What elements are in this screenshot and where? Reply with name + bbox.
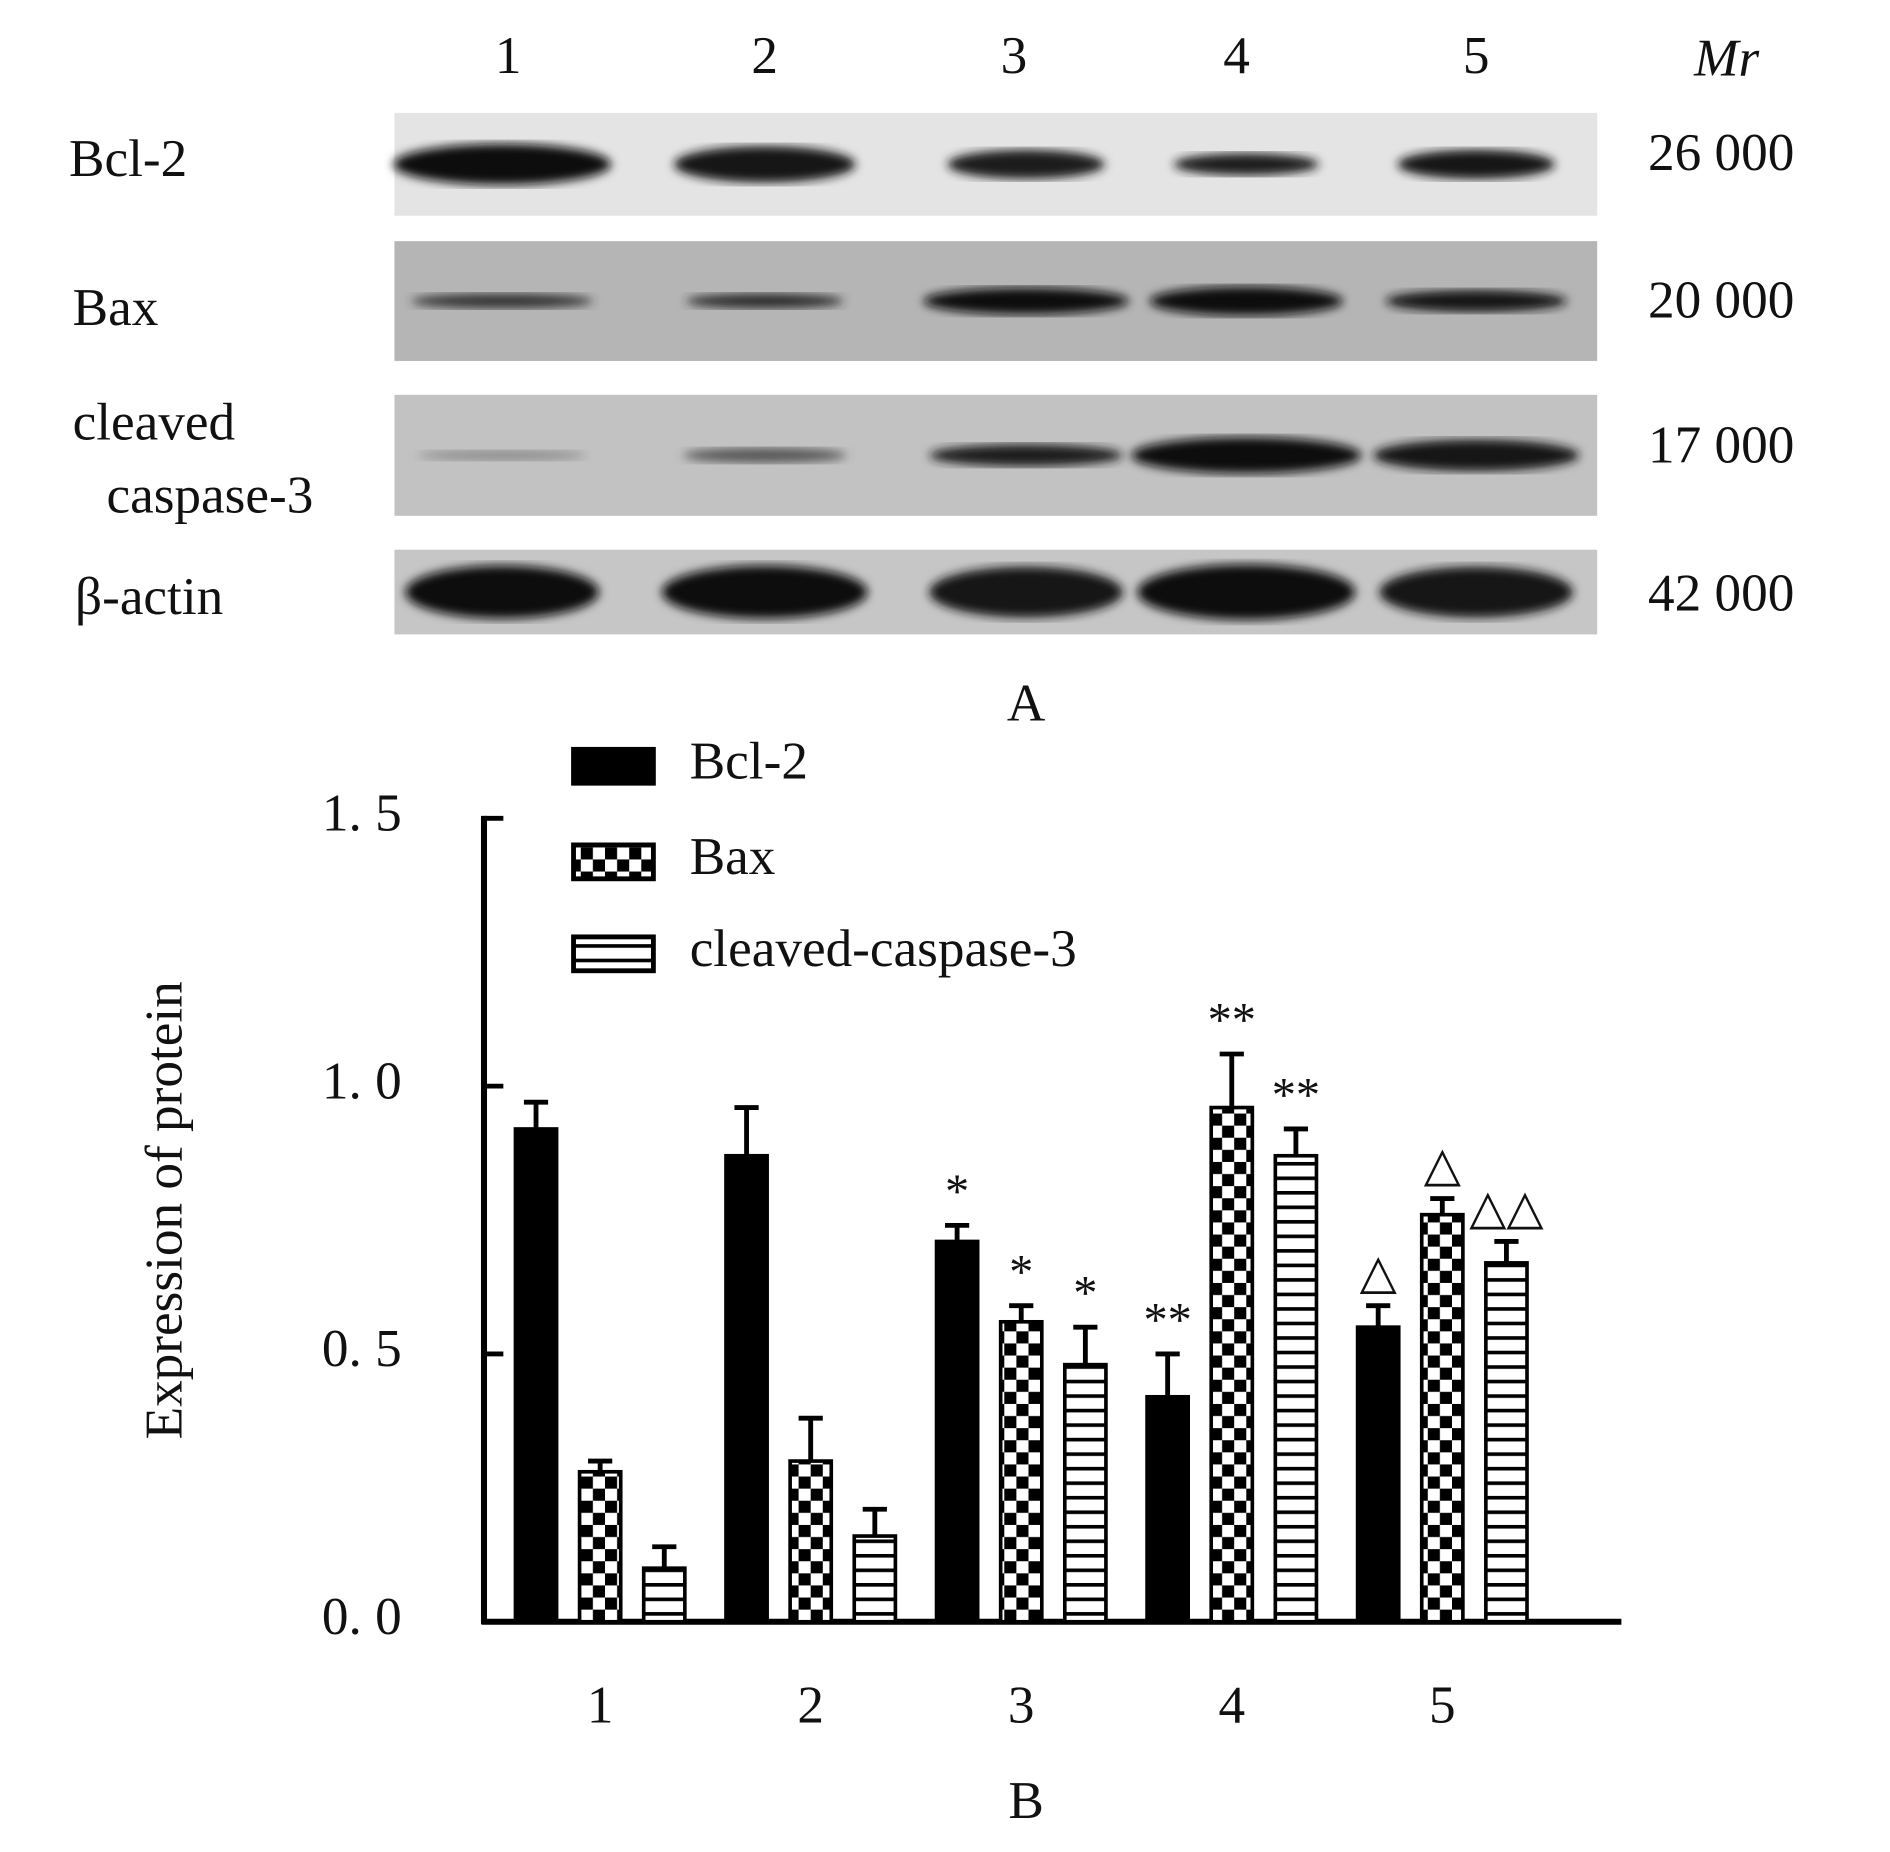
legend-label: Bcl-2 bbox=[690, 732, 808, 791]
y-tick-label: 0. 5 bbox=[322, 1319, 402, 1378]
y-axis-label: Expression of protein bbox=[135, 981, 194, 1439]
blot-band bbox=[1131, 437, 1362, 474]
blot-band bbox=[1379, 566, 1573, 618]
legend-swatch bbox=[571, 746, 656, 786]
protein-label: caspase-3 bbox=[106, 465, 313, 524]
protein-label: Bax bbox=[73, 278, 159, 337]
bar bbox=[513, 1127, 559, 1624]
blot-band bbox=[923, 287, 1129, 315]
bar bbox=[998, 1319, 1044, 1624]
significance-mark: * bbox=[1073, 1267, 1097, 1320]
legend-label: Bax bbox=[690, 827, 776, 886]
blot-band bbox=[1149, 286, 1344, 316]
bar bbox=[934, 1239, 980, 1624]
x-tick-label: 5 bbox=[1429, 1675, 1456, 1734]
panel-label: B bbox=[1008, 1771, 1044, 1830]
mr-value: 26 000 bbox=[1648, 123, 1794, 182]
y-tick-label: 1. 0 bbox=[322, 1051, 402, 1110]
significance-mark: ** bbox=[1208, 994, 1256, 1047]
bar bbox=[724, 1153, 769, 1624]
bar bbox=[1419, 1212, 1465, 1624]
blot-band bbox=[673, 146, 856, 183]
blot-band bbox=[661, 565, 868, 619]
blot-band bbox=[1373, 439, 1580, 472]
significance-mark: ** bbox=[1143, 1294, 1191, 1347]
blot-band bbox=[929, 444, 1123, 467]
mr-value: 42 000 bbox=[1648, 563, 1794, 622]
lane-label: 1 bbox=[495, 26, 522, 85]
protein-label: β-actin bbox=[75, 567, 223, 626]
legend-swatch bbox=[571, 842, 656, 882]
bar bbox=[577, 1469, 623, 1624]
blot-band bbox=[947, 149, 1105, 179]
blot-band bbox=[411, 293, 593, 309]
bar bbox=[1145, 1394, 1191, 1624]
legend-swatch bbox=[571, 934, 656, 974]
protein-label: cleaved bbox=[73, 393, 236, 452]
x-tick-label: 3 bbox=[1008, 1675, 1035, 1734]
significance-mark: △ bbox=[1360, 1246, 1398, 1299]
bar bbox=[1062, 1362, 1108, 1624]
significance-mark: * bbox=[1009, 1246, 1033, 1299]
lane-label: 4 bbox=[1223, 26, 1250, 85]
mr-value: 17 000 bbox=[1648, 416, 1794, 475]
significance-mark: ** bbox=[1272, 1069, 1320, 1122]
significance-mark: * bbox=[945, 1165, 969, 1218]
blot-band bbox=[1385, 290, 1567, 312]
lane-label: 2 bbox=[751, 26, 778, 85]
significance-mark: △ bbox=[1424, 1139, 1462, 1192]
blot-band bbox=[1173, 153, 1319, 176]
panel-label: A bbox=[1007, 673, 1046, 732]
protein-label: Bcl-2 bbox=[69, 129, 187, 188]
bar bbox=[788, 1459, 834, 1624]
y-tick-label: 0. 0 bbox=[322, 1587, 402, 1646]
significance-mark: △△ bbox=[1469, 1182, 1544, 1235]
x-tick-label: 4 bbox=[1218, 1675, 1245, 1734]
blot-band bbox=[686, 293, 844, 309]
bar bbox=[852, 1534, 898, 1624]
blot-band bbox=[393, 143, 612, 185]
mr-label: Mr bbox=[1693, 28, 1759, 87]
bar bbox=[1209, 1105, 1255, 1624]
lane-label: 5 bbox=[1463, 26, 1490, 85]
bar bbox=[641, 1566, 687, 1624]
blot-band bbox=[417, 450, 587, 461]
blot-band bbox=[405, 565, 599, 619]
y-tick-label: 1. 5 bbox=[322, 784, 402, 843]
lane-label: 3 bbox=[1001, 26, 1028, 85]
x-tick-label: 2 bbox=[797, 1675, 824, 1734]
legend-label: cleaved-caspase-3 bbox=[690, 919, 1077, 978]
bar bbox=[1355, 1325, 1401, 1624]
mr-value: 20 000 bbox=[1648, 270, 1794, 329]
blot-band bbox=[1137, 564, 1356, 620]
blot-band bbox=[929, 566, 1123, 618]
x-tick-label: 1 bbox=[587, 1675, 614, 1734]
blot-band bbox=[1397, 149, 1555, 179]
bar bbox=[1273, 1153, 1319, 1624]
blot-band bbox=[683, 448, 847, 463]
bar bbox=[1484, 1261, 1529, 1624]
